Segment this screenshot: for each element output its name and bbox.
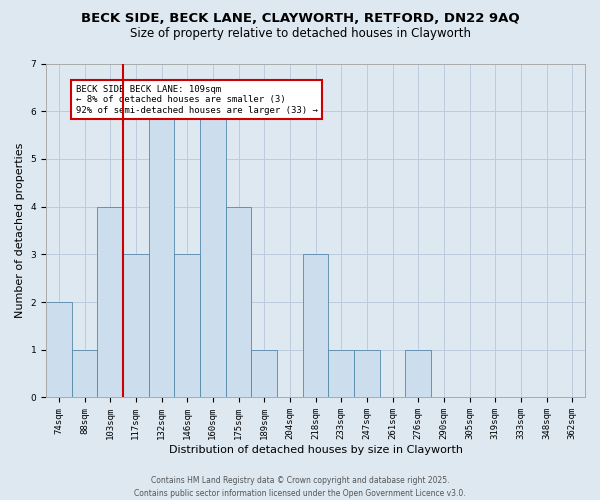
Text: BECK SIDE, BECK LANE, CLAYWORTH, RETFORD, DN22 9AQ: BECK SIDE, BECK LANE, CLAYWORTH, RETFORD… [80,12,520,26]
Text: Contains HM Land Registry data © Crown copyright and database right 2025.
Contai: Contains HM Land Registry data © Crown c… [134,476,466,498]
Bar [406,350,431,398]
Bar [71,350,97,398]
Bar [226,206,251,398]
Text: Size of property relative to detached houses in Clayworth: Size of property relative to detached ho… [130,28,470,40]
Bar [97,206,123,398]
Bar [354,350,380,398]
Text: BECK SIDE BECK LANE: 109sqm
← 8% of detached houses are smaller (3)
92% of semi-: BECK SIDE BECK LANE: 109sqm ← 8% of deta… [76,85,317,115]
Bar [302,254,328,398]
Bar [251,350,277,398]
X-axis label: Distribution of detached houses by size in Clayworth: Distribution of detached houses by size … [169,445,463,455]
Bar [149,111,175,398]
Bar [123,254,149,398]
Bar [175,254,200,398]
Bar [200,111,226,398]
Bar [328,350,354,398]
Bar [46,302,71,398]
Y-axis label: Number of detached properties: Number of detached properties [15,143,25,318]
